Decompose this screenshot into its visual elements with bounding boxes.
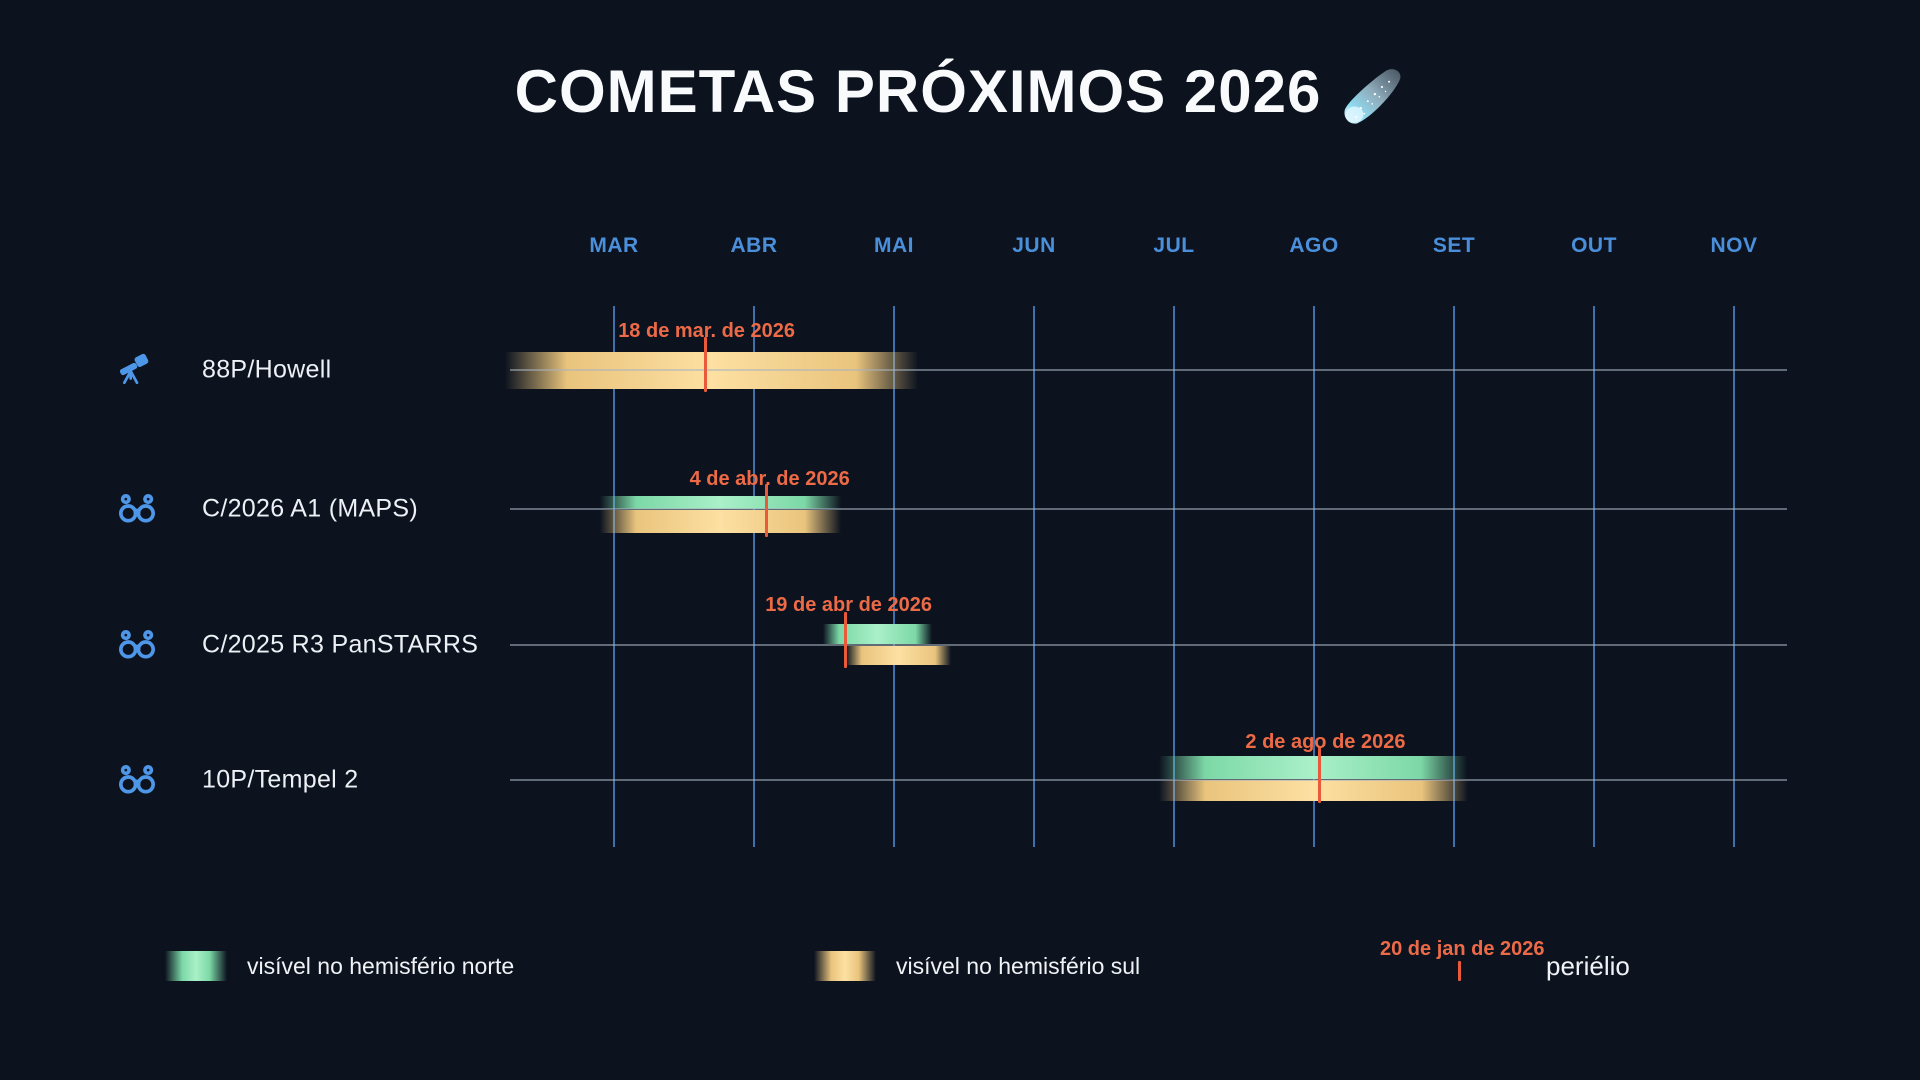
gridline-abr (752, 306, 756, 847)
comet-icon (1344, 69, 1401, 124)
header: COMETAS PRÓXIMOS 2026 (0, 56, 1920, 126)
month-label-mai: MAI (874, 234, 914, 257)
page-title: COMETAS PRÓXIMOS 2026 (514, 57, 1322, 125)
perihelion-date: 19 de abr de 2026 (765, 594, 932, 616)
gridline-ago (1312, 306, 1316, 847)
perihelion-tick (1318, 747, 1322, 803)
gridline-out (1592, 306, 1596, 847)
row-line (510, 369, 1787, 371)
gridline-mar (612, 306, 616, 847)
month-label-nov: NOV (1710, 234, 1758, 257)
visibility-bar-norte (600, 496, 841, 509)
legend-perihelion-date: 20 de jan de 2026 (1380, 938, 1545, 960)
binoculars-icon (118, 489, 156, 527)
month-label-jul: JUL (1153, 234, 1195, 257)
month-label-abr: ABR (730, 234, 778, 257)
gridline-set (1452, 306, 1456, 847)
telescope-icon (118, 350, 156, 388)
legend-swatch-south (814, 951, 876, 981)
legend-label-north: visível no hemisfério norte (247, 953, 515, 979)
comet-name: 88P/Howell (202, 355, 332, 384)
gridline-mai (892, 306, 896, 847)
comet-name: C/2026 A1 (MAPS) (202, 494, 419, 523)
month-label-ago: AGO (1289, 234, 1339, 257)
visibility-bar-sul (1158, 780, 1468, 801)
visibility-bar-sul (600, 510, 841, 533)
binoculars-icon (118, 760, 156, 798)
perihelion-tick (765, 484, 769, 537)
row-line (510, 508, 1787, 510)
month-label-jun: JUN (1012, 234, 1056, 257)
visibility-bar-sul (504, 352, 918, 389)
visibility-bar-norte (822, 624, 932, 644)
perihelion-date: 2 de ago de 2026 (1245, 731, 1406, 753)
perihelion-date: 4 de abr. de 2026 (689, 468, 850, 490)
month-label-set: SET (1432, 234, 1476, 257)
month-label-out: OUT (1571, 234, 1617, 257)
perihelion-tick (843, 612, 847, 668)
visibility-bar-norte (1158, 756, 1467, 779)
comet-name: 10P/Tempel 2 (202, 765, 359, 794)
row-line (510, 644, 1787, 646)
legend-perihelion-tick-icon (1458, 961, 1461, 981)
perihelion-tick (703, 337, 707, 392)
legend-swatch-north (165, 951, 227, 981)
legend-label-perihelion: periélio (1546, 951, 1630, 981)
gridline-nov (1732, 306, 1736, 847)
comet-name: C/2025 R3 PanSTARRS (202, 630, 479, 659)
month-label-mar: MAR (589, 234, 639, 257)
perihelion-date: 18 de mar. de 2026 (618, 320, 795, 342)
row-line (510, 779, 1787, 781)
binoculars-icon (118, 625, 156, 663)
visibility-bar-sul (846, 646, 952, 665)
gridline-jul (1172, 306, 1176, 847)
gridline-jun (1032, 306, 1036, 847)
legend-label-south: visível no hemisfério sul (896, 953, 1141, 979)
